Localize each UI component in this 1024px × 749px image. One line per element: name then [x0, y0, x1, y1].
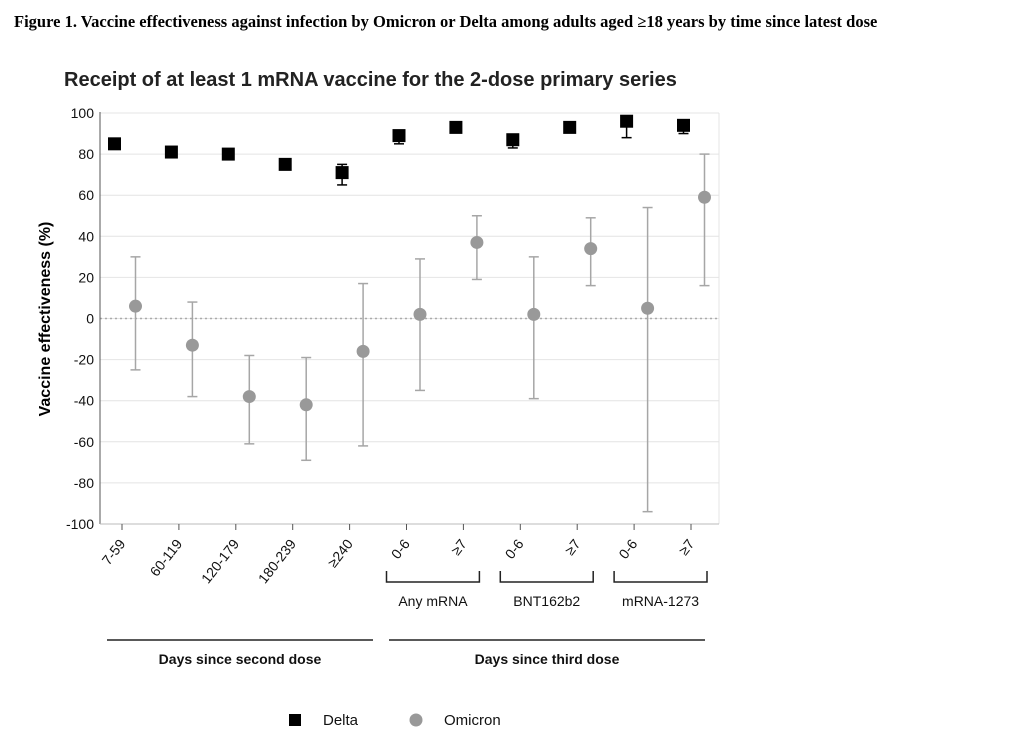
y-tick-label: 60: [78, 187, 94, 203]
omicron-point: [242, 390, 256, 404]
omicron-point: [641, 301, 655, 315]
subgroup-label: Any mRNA: [398, 593, 468, 609]
x-tick-label: ≥7: [448, 536, 470, 558]
group-label: Days since third dose: [475, 651, 620, 667]
delta-point: [563, 120, 577, 134]
delta-point: [506, 133, 520, 147]
x-tick-label: 120-179: [198, 536, 242, 587]
y-tick-label: 100: [71, 105, 95, 121]
delta-point: [449, 120, 463, 134]
omicron-point: [698, 190, 711, 204]
subgroup-label: mRNA-1273: [622, 593, 699, 609]
figure-caption: Figure 1. Vaccine effectiveness against …: [14, 12, 878, 31]
axes: [99, 112, 719, 641]
y-tick-label: -20: [74, 352, 94, 368]
group-label: Days since second dose: [159, 651, 322, 667]
y-tick-label: 40: [78, 228, 94, 244]
x-tick-label: ≥7: [675, 536, 697, 558]
y-tick-label: -40: [74, 393, 94, 409]
omicron-point: [413, 307, 427, 321]
subgroup-bracket: [499, 571, 594, 583]
omicron-point: [470, 235, 484, 249]
omicron-point: [129, 299, 142, 313]
legend-delta-marker: [289, 714, 301, 726]
delta-point: [392, 129, 406, 143]
y-tick-label: 0: [86, 311, 94, 327]
legend-omicron-marker: [409, 713, 423, 727]
x-tick-label: 180-239: [255, 536, 299, 587]
omicron-point: [356, 344, 370, 358]
delta-point: [677, 118, 690, 132]
legend: Delta Omicron: [289, 712, 501, 729]
delta-point: [278, 157, 292, 171]
x-tick-label: 0-6: [615, 536, 640, 562]
legend-label: Delta: [323, 712, 359, 729]
subgroup-label: BNT162b2: [513, 593, 580, 609]
subgroup-bracket: [385, 571, 481, 583]
y-tick-label: -60: [74, 434, 94, 450]
data-markers: [108, 114, 711, 412]
omicron-point: [299, 398, 313, 412]
legend-label: Omicron: [444, 712, 501, 729]
y-tick-label: -100: [66, 516, 94, 532]
y-axis-label: Vaccine effectiveness (%): [37, 222, 54, 417]
omicron-point: [185, 338, 199, 352]
y-tick-label: 20: [78, 269, 94, 285]
x-tick-label: 0-6: [388, 536, 413, 562]
x-tick-label: 60-119: [146, 536, 185, 580]
delta-point: [221, 147, 235, 161]
omicron-point: [584, 242, 598, 256]
delta-point: [335, 166, 349, 180]
y-tick-label: 80: [78, 146, 94, 162]
subgroup-bracket: [613, 571, 708, 583]
omicron-point: [527, 307, 541, 321]
x-tick-label: ≥240: [324, 536, 356, 570]
y-tick-label: -80: [74, 475, 94, 491]
delta-point: [164, 145, 178, 159]
chart-title: Receipt of at least 1 mRNA vaccine for t…: [64, 69, 677, 91]
x-tick-label: 0-6: [502, 536, 527, 562]
x-tick-label: 7-59: [98, 536, 128, 568]
delta-point: [620, 114, 634, 128]
x-tick-label: ≥7: [561, 536, 583, 558]
delta-point: [108, 137, 121, 151]
